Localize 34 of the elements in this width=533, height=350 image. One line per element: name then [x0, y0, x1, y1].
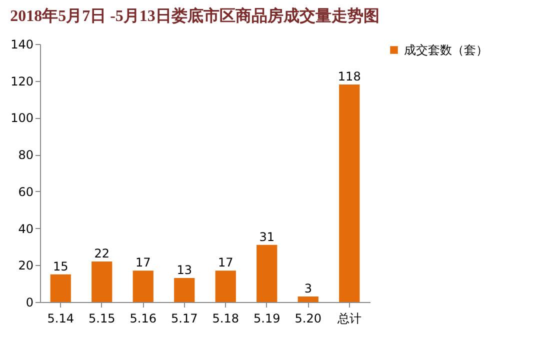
data-label: 17 — [135, 256, 151, 270]
x-tick-label: 5.16 — [130, 312, 156, 326]
y-tick-label: 20 — [18, 258, 34, 273]
x-tick-label: 5.20 — [294, 312, 322, 326]
data-label: 15 — [52, 259, 68, 274]
bar — [339, 84, 360, 302]
y-tick-label: 140 — [10, 38, 34, 52]
y-tick-label: 120 — [10, 74, 34, 88]
y-tick-label: 60 — [18, 184, 34, 199]
bar — [132, 270, 154, 302]
bar — [92, 261, 112, 302]
x-tick-label: 总计 — [336, 312, 362, 326]
data-label: 22 — [94, 246, 110, 260]
x-tick-label: 5.17 — [171, 312, 198, 326]
x-tick-label: 5.15 — [88, 312, 116, 326]
data-label: 31 — [259, 230, 275, 244]
y-tick-label: 80 — [18, 148, 34, 162]
data-label: 13 — [176, 263, 192, 278]
bar — [50, 274, 71, 302]
data-label: 118 — [338, 70, 361, 84]
y-tick-label: 0 — [26, 296, 34, 310]
bar — [174, 278, 195, 302]
x-tick-label: 5.18 — [212, 312, 239, 326]
chart-title: 2018年5月7日 -5月13日娄底市区商品房成交量走势图 — [10, 6, 380, 25]
data-label: 3 — [304, 281, 312, 296]
y-tick-label: 40 — [18, 222, 34, 236]
legend-label: 成交套数（套） — [404, 43, 488, 57]
bar — [256, 244, 278, 302]
x-tick-label: 5.14 — [47, 312, 74, 326]
x-tick-label: 5.19 — [254, 312, 280, 326]
bar — [298, 296, 318, 302]
y-tick-label: 100 — [10, 111, 34, 126]
bar — [215, 270, 236, 302]
data-label: 17 — [218, 256, 234, 270]
